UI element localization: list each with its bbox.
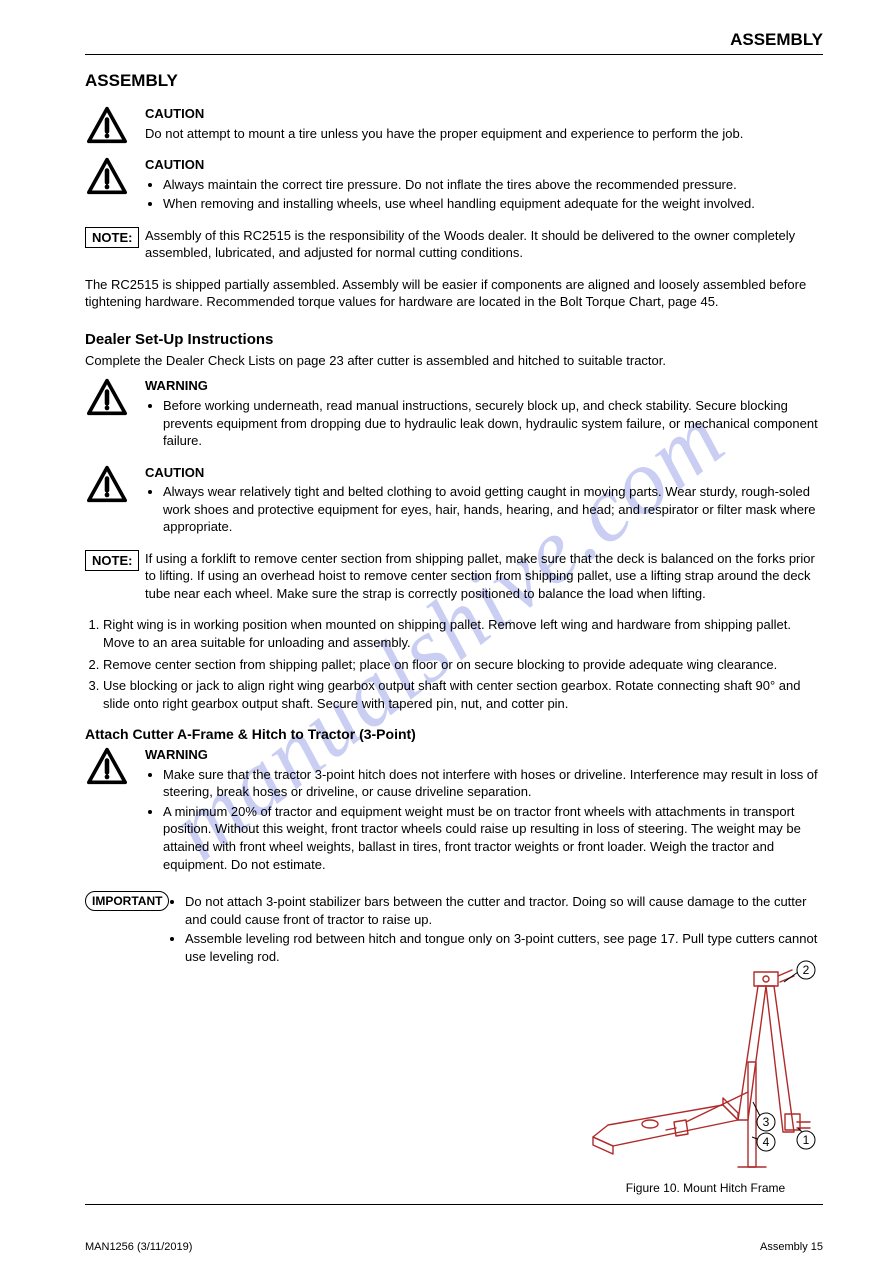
attach-warning-body: WARNING Make sure that the tractor 3-poi… xyxy=(145,746,823,877)
assembly-note-text: Assembly of this RC2515 is the responsib… xyxy=(145,227,823,262)
dealer-warning-bullets: Before working underneath, read manual i… xyxy=(145,397,823,450)
assembly-note-body: Assembly of this RC2515 is the responsib… xyxy=(145,227,823,266)
page: manualshive.com ASSEMBLY ASSEMBLY CAUTIO… xyxy=(0,0,893,1263)
important-box: IMPORTANT xyxy=(85,891,169,911)
warning-triangle-icon xyxy=(85,105,129,145)
dealer-warning-label: WARNING xyxy=(145,377,823,395)
hitch-figure-svg: 2 1 3 4 xyxy=(588,942,823,1172)
list-item: Do not attach 3-point stabilizer bars be… xyxy=(185,893,823,928)
important-box-col: IMPORTANT xyxy=(85,891,167,969)
running-head: ASSEMBLY xyxy=(85,30,823,50)
note-box-col: NOTE: xyxy=(85,227,145,266)
list-item: When removing and installing wheels, use… xyxy=(163,195,823,213)
dealer-warning-block: WARNING Before working underneath, read … xyxy=(85,377,823,453)
dealer-caution-body: CAUTION Always wear relatively tight and… xyxy=(145,464,823,540)
caution-2-bullets: Always maintain the correct tire pressur… xyxy=(145,176,823,213)
dealer-caution-bullets: Always wear relatively tight and belted … xyxy=(145,483,823,536)
note-box: NOTE: xyxy=(85,227,139,248)
dealer-caution-block: CAUTION Always wear relatively tight and… xyxy=(85,464,823,540)
callout-2: 2 xyxy=(803,963,810,977)
figure-caption: Figure 10. Mount Hitch Frame xyxy=(588,1181,823,1195)
caution-2-body: CAUTION Always maintain the correct tire… xyxy=(145,156,823,217)
header-rule xyxy=(85,54,823,55)
dealer-setup-steps: Right wing is in working position when m… xyxy=(85,616,823,712)
footer-left: MAN1256 (3/11/2019) xyxy=(85,1241,192,1253)
footer-rule xyxy=(85,1204,823,1205)
warning-icon-col xyxy=(85,746,145,877)
warning-icon-col xyxy=(85,464,145,540)
callout-1: 1 xyxy=(803,1133,810,1147)
caution-1-body: CAUTION Do not attempt to mount a tire u… xyxy=(145,105,823,146)
attach-warning-label: WARNING xyxy=(145,746,823,764)
page-footer: MAN1256 (3/11/2019) Assembly 15 xyxy=(85,1241,823,1253)
list-item: Make sure that the tractor 3-point hitch… xyxy=(163,766,823,801)
list-item: Remove center section from shipping pall… xyxy=(103,656,823,674)
warning-icon-col xyxy=(85,105,145,146)
list-item: Always maintain the correct tire pressur… xyxy=(163,176,823,194)
caution-2-label: CAUTION xyxy=(145,156,823,174)
note-box: NOTE: xyxy=(85,550,139,571)
warning-triangle-icon xyxy=(85,156,129,196)
dealer-note-block: NOTE: If using a forklift to remove cent… xyxy=(85,550,823,607)
warning-triangle-icon xyxy=(85,746,129,786)
list-item: Use blocking or jack to align right wing… xyxy=(103,677,823,712)
hitch-figure: 2 1 3 4 Figure 10. Mount Hitch Frame xyxy=(588,942,823,1195)
footer-right: Assembly 15 xyxy=(760,1241,823,1253)
warning-triangle-icon xyxy=(85,377,129,417)
caution-1-text: Do not attempt to mount a tire unless yo… xyxy=(145,125,823,143)
assembly-para: The RC2515 is shipped partially assemble… xyxy=(85,276,823,311)
list-item: Always wear relatively tight and belted … xyxy=(163,483,823,536)
caution-block-1: CAUTION Do not attempt to mount a tire u… xyxy=(85,105,823,146)
list-item: A minimum 20% of tractor and equipment w… xyxy=(163,803,823,873)
caution-block-2: CAUTION Always maintain the correct tire… xyxy=(85,156,823,217)
caution-1-label: CAUTION xyxy=(145,105,823,123)
content-area: ASSEMBLY ASSEMBLY CAUTION Do not attempt… xyxy=(85,30,823,1223)
list-item: Right wing is in working position when m… xyxy=(103,616,823,651)
callout-3: 3 xyxy=(763,1115,770,1129)
dealer-warning-body: WARNING Before working underneath, read … xyxy=(145,377,823,453)
dealer-caution-label: CAUTION xyxy=(145,464,823,482)
dealer-note-text: If using a forklift to remove center sec… xyxy=(145,550,823,603)
attach-hitch-heading: Attach Cutter A-Frame & Hitch to Tractor… xyxy=(85,726,823,742)
dealer-setup-heading: Dealer Set-Up Instructions xyxy=(85,331,823,348)
dealer-setup-para: Complete the Dealer Check Lists on page … xyxy=(85,352,823,370)
callout-4: 4 xyxy=(763,1135,770,1149)
assembly-heading: ASSEMBLY xyxy=(85,71,823,91)
attach-warning-block: WARNING Make sure that the tractor 3-poi… xyxy=(85,746,823,877)
note-box-col: NOTE: xyxy=(85,550,145,607)
warning-icon-col xyxy=(85,377,145,453)
attach-warning-bullets: Make sure that the tractor 3-point hitch… xyxy=(145,766,823,873)
dealer-note-body: If using a forklift to remove center sec… xyxy=(145,550,823,607)
assembly-note-block: NOTE: Assembly of this RC2515 is the res… xyxy=(85,227,823,266)
warning-triangle-icon xyxy=(85,464,129,504)
list-item: Before working underneath, read manual i… xyxy=(163,397,823,450)
warning-icon-col xyxy=(85,156,145,217)
